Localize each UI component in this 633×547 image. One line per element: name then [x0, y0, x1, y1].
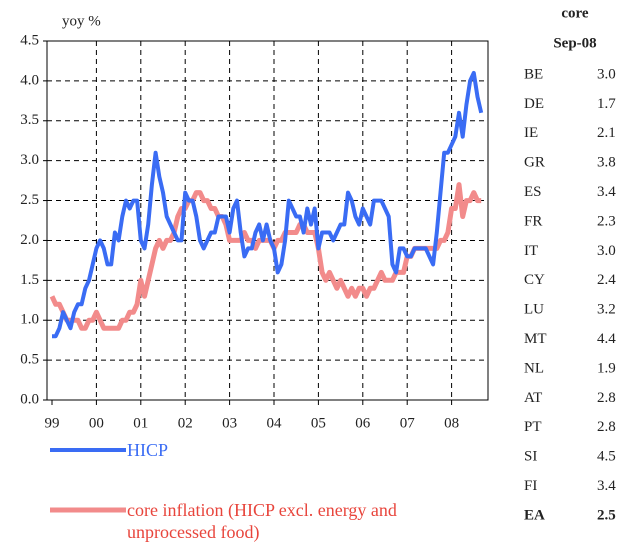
x-tick-label: 02 — [178, 415, 193, 431]
table-country: GR — [524, 155, 545, 171]
y-tick-label: 0.5 — [20, 352, 39, 368]
y-tick-label: 4.5 — [20, 32, 39, 48]
y-tick-label: 1.0 — [20, 312, 39, 328]
legend-label: HICP — [127, 440, 169, 460]
table-country: FR — [524, 213, 542, 229]
y-tick-label: 1.5 — [20, 272, 39, 288]
y-tick-label: 3.0 — [20, 152, 39, 168]
x-tick-label: 03 — [222, 415, 237, 431]
table-value: 2.5 — [597, 507, 616, 523]
table-value: 2.3 — [597, 213, 616, 229]
y-tick-label: 4.0 — [20, 72, 39, 88]
table-country: DE — [524, 96, 544, 112]
x-tick-label: 07 — [400, 415, 416, 431]
table-country: CY — [524, 272, 545, 288]
table-value: 3.4 — [597, 478, 616, 494]
x-tick-label: 01 — [133, 415, 148, 431]
table-value: 3.4 — [597, 184, 616, 200]
table-value: 3.2 — [597, 302, 616, 318]
table-value: 4.4 — [597, 331, 616, 347]
table-country: EA — [524, 507, 545, 523]
table-country: PT — [524, 419, 542, 435]
table-country: ES — [524, 184, 542, 200]
plot-frame — [46, 40, 489, 401]
table-header: core — [561, 5, 589, 21]
table-country: IT — [524, 243, 538, 259]
table-country: BE — [524, 66, 543, 82]
series-line — [52, 70, 484, 339]
table-country: FI — [524, 478, 537, 494]
x-tick-label: 99 — [45, 415, 60, 431]
table-country: MT — [524, 331, 547, 347]
table-value: 1.7 — [597, 96, 616, 112]
table-value: 2.8 — [597, 390, 616, 406]
table-value: 3.0 — [597, 243, 616, 259]
legend-label: core inflation (HICP excl. energy and un… — [127, 500, 397, 542]
table-country: SI — [524, 449, 537, 465]
series-line — [49, 182, 482, 331]
table-value: 2.1 — [597, 125, 616, 141]
y-tick-label: 0.0 — [20, 391, 39, 407]
table-country: IE — [524, 125, 538, 141]
table-value: 2.4 — [597, 272, 616, 288]
x-tick-label: 08 — [444, 415, 459, 431]
y-tick-label: 2.5 — [20, 192, 39, 208]
table-value: 3.0 — [597, 66, 616, 82]
table-country: LU — [524, 302, 544, 318]
x-tick-label: 05 — [311, 415, 326, 431]
table-value: 1.9 — [597, 360, 616, 376]
table-value: 4.5 — [597, 449, 616, 465]
x-tick-label: 06 — [355, 415, 371, 431]
table-value: 2.8 — [597, 419, 616, 435]
table-country: AT — [524, 390, 542, 406]
table-header: Sep-08 — [553, 35, 596, 51]
y-axis-label: yoy % — [62, 13, 101, 29]
y-tick-label: 2.0 — [20, 232, 39, 248]
table-country: NL — [524, 360, 544, 376]
x-tick-label: 00 — [89, 415, 104, 431]
y-tick-label: 3.5 — [20, 112, 39, 128]
x-tick-label: 04 — [267, 415, 283, 431]
table-value: 3.8 — [597, 155, 616, 171]
